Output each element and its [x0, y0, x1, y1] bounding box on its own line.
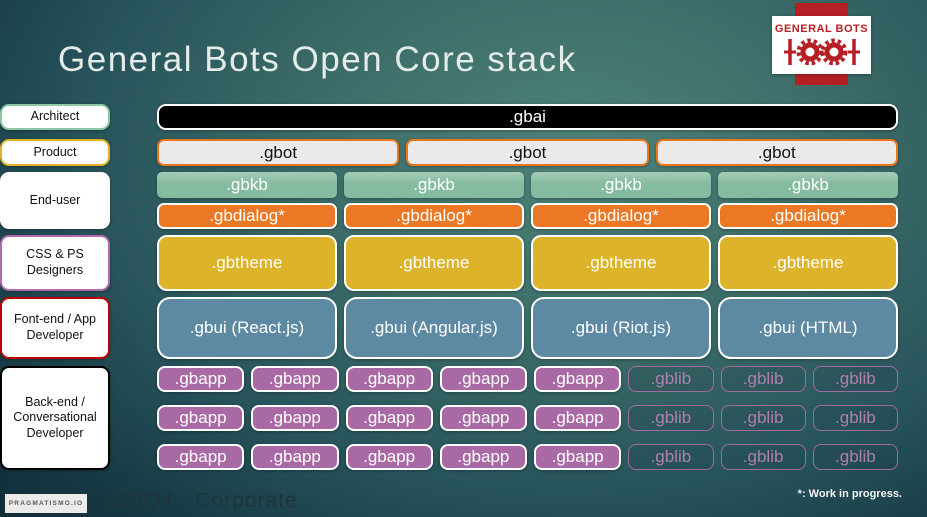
role-css-ps-designers: CSS & PS Designers — [0, 235, 110, 291]
role-label: End-user — [29, 192, 81, 207]
gbapp-box: .gbapp — [157, 366, 245, 392]
row-gbapp-2: .gbapp .gbapp .gbapp .gbapp .gbapp .gbli… — [157, 405, 898, 431]
role-label: Font-end / App Developer — [13, 312, 96, 342]
general-bots-logo: GENERAL BOTS — [772, 16, 871, 74]
gbapp-box: .gbapp — [439, 444, 527, 470]
row-gbui: .gbui (React.js) .gbui (Angular.js) .gbu… — [157, 297, 898, 359]
role-backend-conversational-developer: Back-end / Conversational Developer — [0, 366, 110, 470]
gbapp-box: .gbapp — [157, 405, 245, 431]
gblib-box: .gblib — [812, 444, 898, 470]
work-in-progress-note: *: Work in progress. — [797, 488, 902, 500]
role-end-user: End-user — [0, 172, 110, 229]
gblib-box: .gblib — [720, 444, 806, 470]
role-product: Product — [0, 139, 110, 166]
gbapp-box: .gbapp — [157, 444, 245, 470]
row-gbtheme: .gbtheme .gbtheme .gbtheme .gbtheme — [157, 235, 898, 291]
gbapp-box: .gbapp — [345, 444, 433, 470]
row-gbdialog: .gbdialog* .gbdialog* .gbdialog* .gbdial… — [157, 203, 898, 229]
gbapp-box: .gbapp — [251, 405, 339, 431]
footer-caption: 2018Q4 - Corporate — [93, 489, 298, 512]
gblib-box: .gblib — [628, 444, 714, 470]
gbui-angular-box: .gbui (Angular.js) — [344, 297, 524, 359]
gblib-box: .gblib — [628, 366, 714, 392]
gbai-box: .gbai — [157, 104, 898, 130]
gbot-box: .gbot — [157, 139, 400, 166]
gbot-box: .gbot — [406, 139, 649, 166]
role-label: Product — [33, 144, 77, 159]
logo-brand-text: GENERAL BOTS — [774, 22, 869, 35]
gbkb-box: .gbkb — [157, 172, 337, 198]
row-gbkb: .gbkb .gbkb .gbkb .gbkb — [157, 172, 898, 198]
gbkb-box: .gbkb — [718, 172, 898, 198]
page-title: General Bots Open Core stack — [58, 40, 577, 79]
gbapp-box: .gbapp — [439, 366, 527, 392]
gblib-box: .gblib — [720, 405, 806, 431]
gblib-box: .gblib — [720, 366, 806, 392]
gbdialog-box: .gbdialog* — [531, 203, 711, 229]
gbkb-box: .gbkb — [344, 172, 524, 198]
role-label: Back-end / Conversational Developer — [13, 394, 97, 440]
gbapp-box: .gbapp — [345, 405, 433, 431]
role-frontend-app-developer: Font-end / App Developer — [0, 297, 110, 359]
gbapp-box: .gbapp — [345, 366, 433, 392]
role-label: Architect — [30, 109, 80, 124]
gbkb-box: .gbkb — [531, 172, 711, 198]
gbtheme-box: .gbtheme — [531, 235, 711, 291]
gbapp-box: .gbapp — [534, 366, 622, 392]
row-gbapp-1: .gbapp .gbapp .gbapp .gbapp .gbapp .gbli… — [157, 366, 898, 392]
gbui-react-box: .gbui (React.js) — [157, 297, 337, 359]
gbapp-box: .gbapp — [251, 366, 339, 392]
gblib-box: .gblib — [812, 366, 898, 392]
gbui-riot-box: .gbui (Riot.js) — [531, 297, 711, 359]
gbdialog-box: .gbdialog* — [157, 203, 337, 229]
row-gbot: .gbot .gbot .gbot — [157, 139, 898, 166]
gbtheme-box: .gbtheme — [344, 235, 524, 291]
gblib-box: .gblib — [628, 405, 714, 431]
row-gbai: .gbai — [157, 104, 898, 130]
gbapp-box: .gbapp — [534, 405, 622, 431]
role-architect: Architect — [0, 104, 110, 130]
gbapp-box: .gbapp — [251, 444, 339, 470]
gbui-html-box: .gbui (HTML) — [718, 297, 898, 359]
gbot-box: .gbot — [655, 139, 898, 166]
gears-icon — [783, 38, 860, 65]
gbdialog-box: .gbdialog* — [344, 203, 524, 229]
pragmatismo-logo: PRAGMATISMO.IO — [5, 494, 87, 513]
gbtheme-box: .gbtheme — [718, 235, 898, 291]
gbdialog-box: .gbdialog* — [718, 203, 898, 229]
gblib-box: .gblib — [812, 405, 898, 431]
gbapp-box: .gbapp — [534, 444, 622, 470]
gbapp-box: .gbapp — [439, 405, 527, 431]
row-gbapp-3: .gbapp .gbapp .gbapp .gbapp .gbapp .gbli… — [157, 444, 898, 470]
gbtheme-box: .gbtheme — [157, 235, 337, 291]
role-label: CSS & PS Designers — [26, 247, 84, 277]
